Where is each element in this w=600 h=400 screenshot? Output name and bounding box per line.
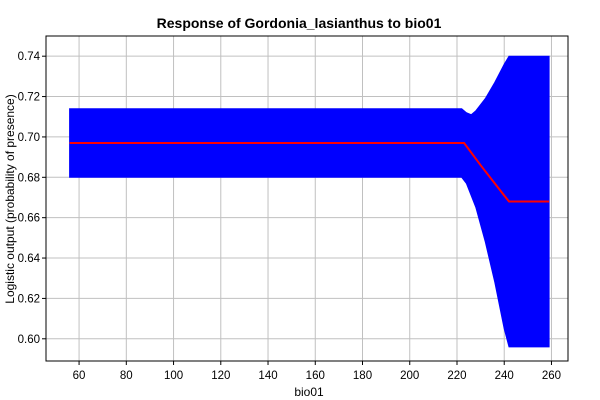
y-tick-label: 0.74 bbox=[18, 51, 41, 63]
x-tick-label: 100 bbox=[164, 370, 183, 382]
x-tick-label: 220 bbox=[447, 370, 466, 382]
y-tick-label: 0.70 bbox=[18, 132, 40, 144]
y-axis-label: Logistic output (probability of presence… bbox=[3, 94, 17, 303]
y-tick-label: 0.68 bbox=[18, 172, 40, 184]
y-tick-label: 0.60 bbox=[18, 334, 40, 346]
x-tick-label: 180 bbox=[353, 370, 372, 382]
mean-line-layer bbox=[69, 142, 550, 203]
x-tick-label: 80 bbox=[120, 370, 133, 382]
y-tick-label: 0.64 bbox=[18, 253, 41, 265]
y-tick-label: 0.62 bbox=[18, 293, 40, 305]
uncertainty-band bbox=[69, 55, 550, 348]
band-layer bbox=[69, 55, 550, 348]
plot-frame bbox=[45, 35, 569, 362]
y-tick-label: 0.66 bbox=[18, 213, 40, 225]
x-tick-label: 60 bbox=[73, 370, 86, 382]
y-tick-label: 0.72 bbox=[18, 92, 40, 104]
x-tick-label: 120 bbox=[211, 370, 230, 382]
x-tick-label: 240 bbox=[495, 370, 514, 382]
x-tick-label: 140 bbox=[258, 370, 277, 382]
x-tick-label: 200 bbox=[400, 370, 419, 382]
x-axis-label: bio01 bbox=[294, 385, 324, 399]
axes bbox=[42, 35, 569, 365]
mean-response-line bbox=[69, 142, 550, 203]
tick-labels: 60 80 100 120 140 160 180 200 220 240 260 0.60 0.62 0… bbox=[18, 51, 561, 382]
chart-title: Response of Gordonia_lasianthus to bio01 bbox=[157, 15, 442, 31]
x-tick-label: 260 bbox=[542, 370, 561, 382]
x-tick-label: 160 bbox=[306, 370, 325, 382]
